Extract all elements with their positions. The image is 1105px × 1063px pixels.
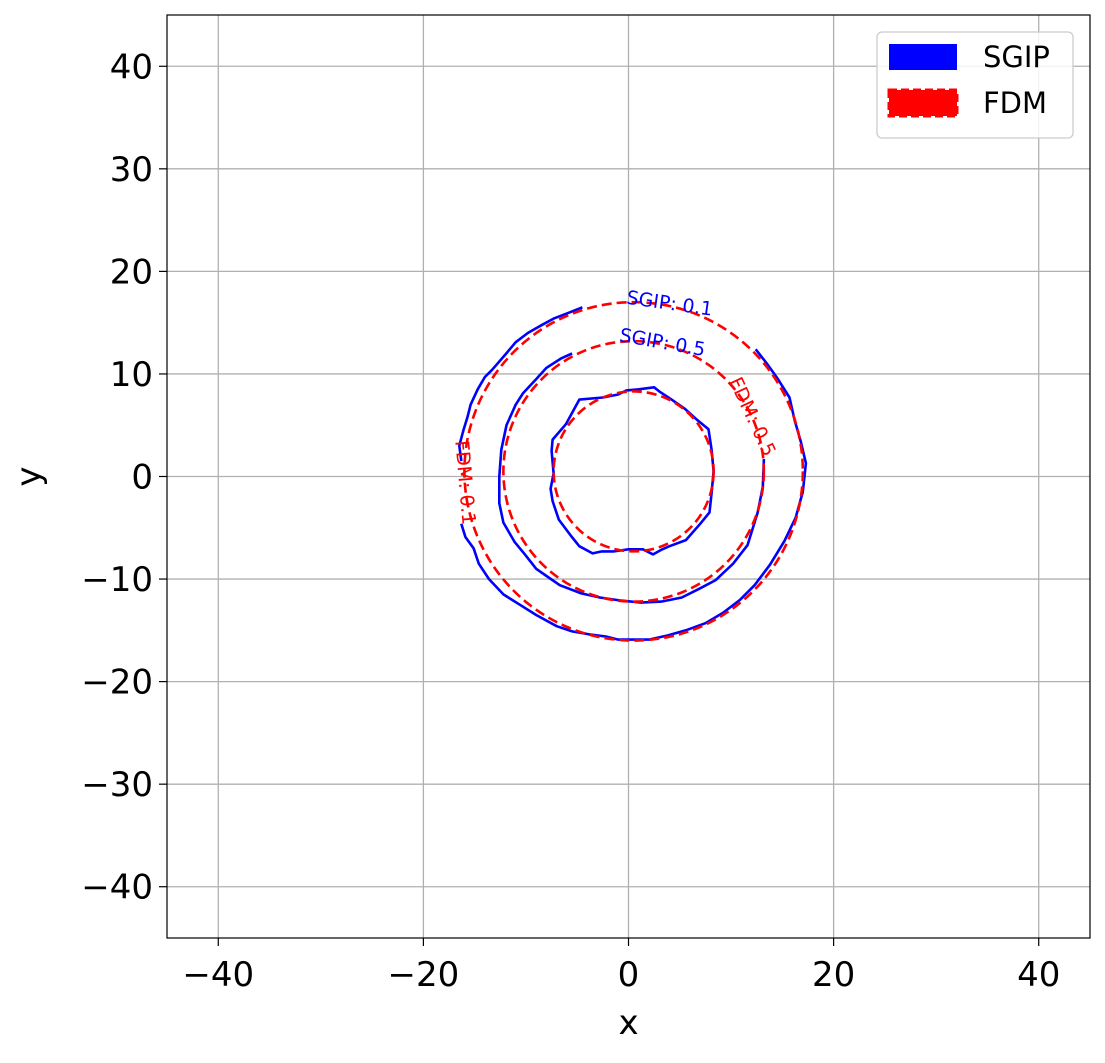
- y-tick-label: 30: [110, 150, 153, 190]
- y-tick-label: 20: [110, 252, 153, 292]
- contour-label: SGIP: 0.1: [625, 287, 714, 321]
- legend-swatch-sgip: [889, 44, 957, 70]
- contour-label: FDM: 0.5: [724, 374, 780, 460]
- fdm-contour-4: [552, 390, 715, 553]
- x-tick-label: 40: [1017, 955, 1060, 995]
- sgip-contour-2: [458, 306, 583, 462]
- y-tick-label: −30: [81, 765, 153, 805]
- x-tick-label: 20: [812, 955, 855, 995]
- y-tick-label: −40: [81, 868, 153, 908]
- series-layer: [458, 300, 808, 642]
- sgip-contour-3: [460, 348, 808, 641]
- contour-label: FDM: 0.1: [450, 440, 479, 526]
- y-tick-label: −10: [81, 560, 153, 600]
- x-axis-label: x: [618, 1003, 638, 1043]
- x-tick-label: 0: [618, 955, 640, 995]
- legend: SGIP FDM: [876, 31, 1074, 139]
- contour-label: SGIP: 0.5: [618, 324, 707, 361]
- fdm-contour-6: [463, 300, 805, 642]
- fdm-contour-5: [502, 339, 766, 603]
- y-axis-label: y: [9, 466, 49, 486]
- grid: [167, 15, 1090, 938]
- legend-label-fdm: FDM: [983, 86, 1047, 120]
- y-tick-label: 0: [131, 458, 153, 498]
- sgip-contour-0: [549, 386, 715, 556]
- legend-swatch-fdm: [887, 88, 959, 118]
- axis-ticks: −40 −20 0 20 40 −40 −30 −20 −10 0 10 20 30 40: [81, 47, 1060, 995]
- x-tick-label: −20: [388, 955, 460, 995]
- y-tick-label: 10: [110, 355, 153, 395]
- sgip-contour-1: [498, 352, 766, 604]
- x-tick-label: −40: [182, 955, 254, 995]
- y-tick-label: −20: [81, 663, 153, 703]
- y-tick-label: 40: [110, 47, 153, 87]
- legend-label-sgip: SGIP: [983, 40, 1050, 74]
